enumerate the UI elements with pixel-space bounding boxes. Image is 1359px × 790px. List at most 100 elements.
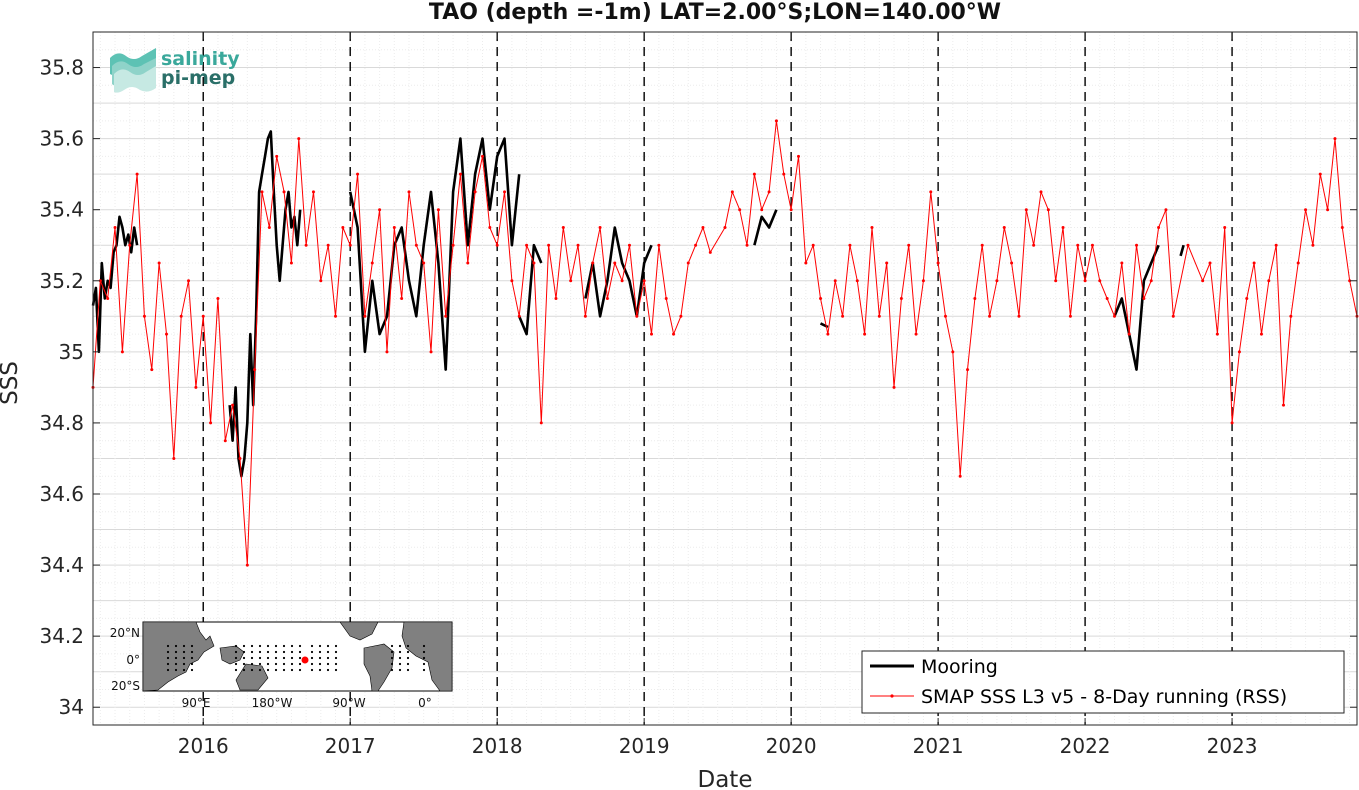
- mooring-dot: [406, 650, 410, 654]
- mooring-dot: [310, 662, 314, 666]
- mooring-dot: [190, 656, 194, 660]
- smap-data-point: [216, 297, 220, 301]
- smap-data-point: [885, 261, 889, 265]
- y-tick-label: 35: [59, 340, 84, 364]
- smap-data-point: [804, 261, 808, 265]
- mooring-dot: [334, 662, 338, 666]
- smap-data-point: [1061, 225, 1065, 229]
- smap-data-point: [598, 225, 602, 229]
- smap-data-point: [451, 243, 455, 247]
- mooring-dot: [398, 644, 402, 648]
- smap-data-point: [730, 190, 734, 194]
- mooring-dot: [406, 668, 410, 672]
- mooring-dot: [318, 662, 322, 666]
- legend-mooring-label: Mooring: [921, 656, 998, 678]
- smap-data-point: [275, 154, 279, 158]
- smap-data-point: [1032, 243, 1036, 247]
- smap-data-point: [1282, 403, 1286, 407]
- mooring-dot: [282, 656, 286, 660]
- mooring-dot: [282, 668, 286, 672]
- mooring-dot: [390, 656, 394, 660]
- smap-data-point: [547, 243, 551, 247]
- mooring-dot: [318, 668, 322, 672]
- inset-lon-label-0: 0°: [418, 696, 432, 710]
- mooring-dot: [182, 662, 186, 666]
- smap-data-point: [1259, 332, 1263, 336]
- mooring-dot: [182, 644, 186, 648]
- smap-data-point: [863, 332, 867, 336]
- inset-lon-label-90e: 90°E: [182, 696, 211, 710]
- smap-data-point: [569, 279, 573, 283]
- smap-data-point: [1024, 208, 1028, 212]
- mooring-dot: [250, 656, 254, 660]
- smap-data-point: [708, 250, 712, 254]
- mooring-dot: [290, 650, 294, 654]
- logo-line1: salinity: [161, 48, 240, 70]
- mooring-dot: [166, 656, 170, 660]
- smap-data-point: [334, 314, 338, 318]
- mooring-dot: [390, 662, 394, 666]
- smap-data-point: [774, 119, 778, 123]
- smap-data-point: [1237, 350, 1241, 354]
- smap-data-point: [686, 261, 690, 265]
- smap-data-point: [760, 208, 764, 212]
- x-tick-label: 2023: [1207, 734, 1258, 758]
- smap-data-point: [1083, 279, 1087, 283]
- mooring-dot: [266, 644, 270, 648]
- mooring-dot: [266, 650, 270, 654]
- mooring-dot: [282, 650, 286, 654]
- legend-smap-marker: [890, 694, 894, 698]
- smap-data-point: [1171, 314, 1175, 318]
- inset-lat-label-20n: 20°N: [110, 626, 140, 640]
- x-tick-label: 2016: [178, 734, 229, 758]
- mooring-series-line: [753, 209, 778, 246]
- mooring-dot: [310, 656, 314, 660]
- x-tick-label: 2022: [1060, 734, 1111, 758]
- smap-data-point: [135, 172, 139, 176]
- inset-map: 20°N 0° 20°S 90°E 180°W 90°W 0°: [110, 621, 453, 710]
- legend-box: [861, 650, 1345, 714]
- mooring-dot: [174, 668, 178, 672]
- smap-data-point: [1135, 243, 1139, 247]
- smap-data-point: [539, 421, 543, 425]
- mooring-dot: [274, 644, 278, 648]
- smap-data-point: [752, 172, 756, 176]
- y-tick-label: 34.4: [39, 553, 84, 577]
- mooring-dot: [298, 644, 302, 648]
- smap-data-point: [407, 190, 411, 194]
- smap-data-point: [1076, 243, 1080, 247]
- smap-data-point: [319, 279, 323, 283]
- smap-series-line: [92, 120, 1358, 566]
- smap-data-point: [480, 154, 484, 158]
- smap-data-point: [605, 297, 609, 301]
- mooring-dot: [266, 668, 270, 672]
- mooring-dot: [258, 650, 262, 654]
- mooring-dot: [174, 650, 178, 654]
- smap-data-point: [517, 314, 521, 318]
- smap-data-point: [723, 225, 727, 229]
- mooring-array-dots: [166, 644, 426, 672]
- smap-data-point: [510, 279, 514, 283]
- mooring-dot: [190, 650, 194, 654]
- smap-data-point: [473, 190, 477, 194]
- smap-data-point: [98, 279, 102, 283]
- mooring-dot: [398, 650, 402, 654]
- smap-data-point: [554, 297, 558, 301]
- smap-data-point: [1340, 225, 1344, 229]
- mooring-dot: [298, 650, 302, 654]
- mooring-series-line: [348, 137, 521, 371]
- mooring-dot: [250, 662, 254, 666]
- inset-lon-label-180w: 180°W: [252, 696, 293, 710]
- legend-smap-label: SMAP SSS L3 v5 - 8-Day running (RSS): [921, 686, 1287, 708]
- salinity-pi-mep-logo: salinity pi-mep: [110, 48, 240, 93]
- mooring-dot: [290, 644, 294, 648]
- smap-data-point: [488, 225, 492, 229]
- smap-data-point: [260, 190, 264, 194]
- smap-data-point: [187, 279, 191, 283]
- smap-data-point: [120, 350, 124, 354]
- smap-data-point: [620, 279, 624, 283]
- smap-data-point: [738, 208, 742, 212]
- smap-data-point: [311, 190, 315, 194]
- smap-data-point: [1252, 261, 1256, 265]
- smap-data-point: [745, 243, 749, 247]
